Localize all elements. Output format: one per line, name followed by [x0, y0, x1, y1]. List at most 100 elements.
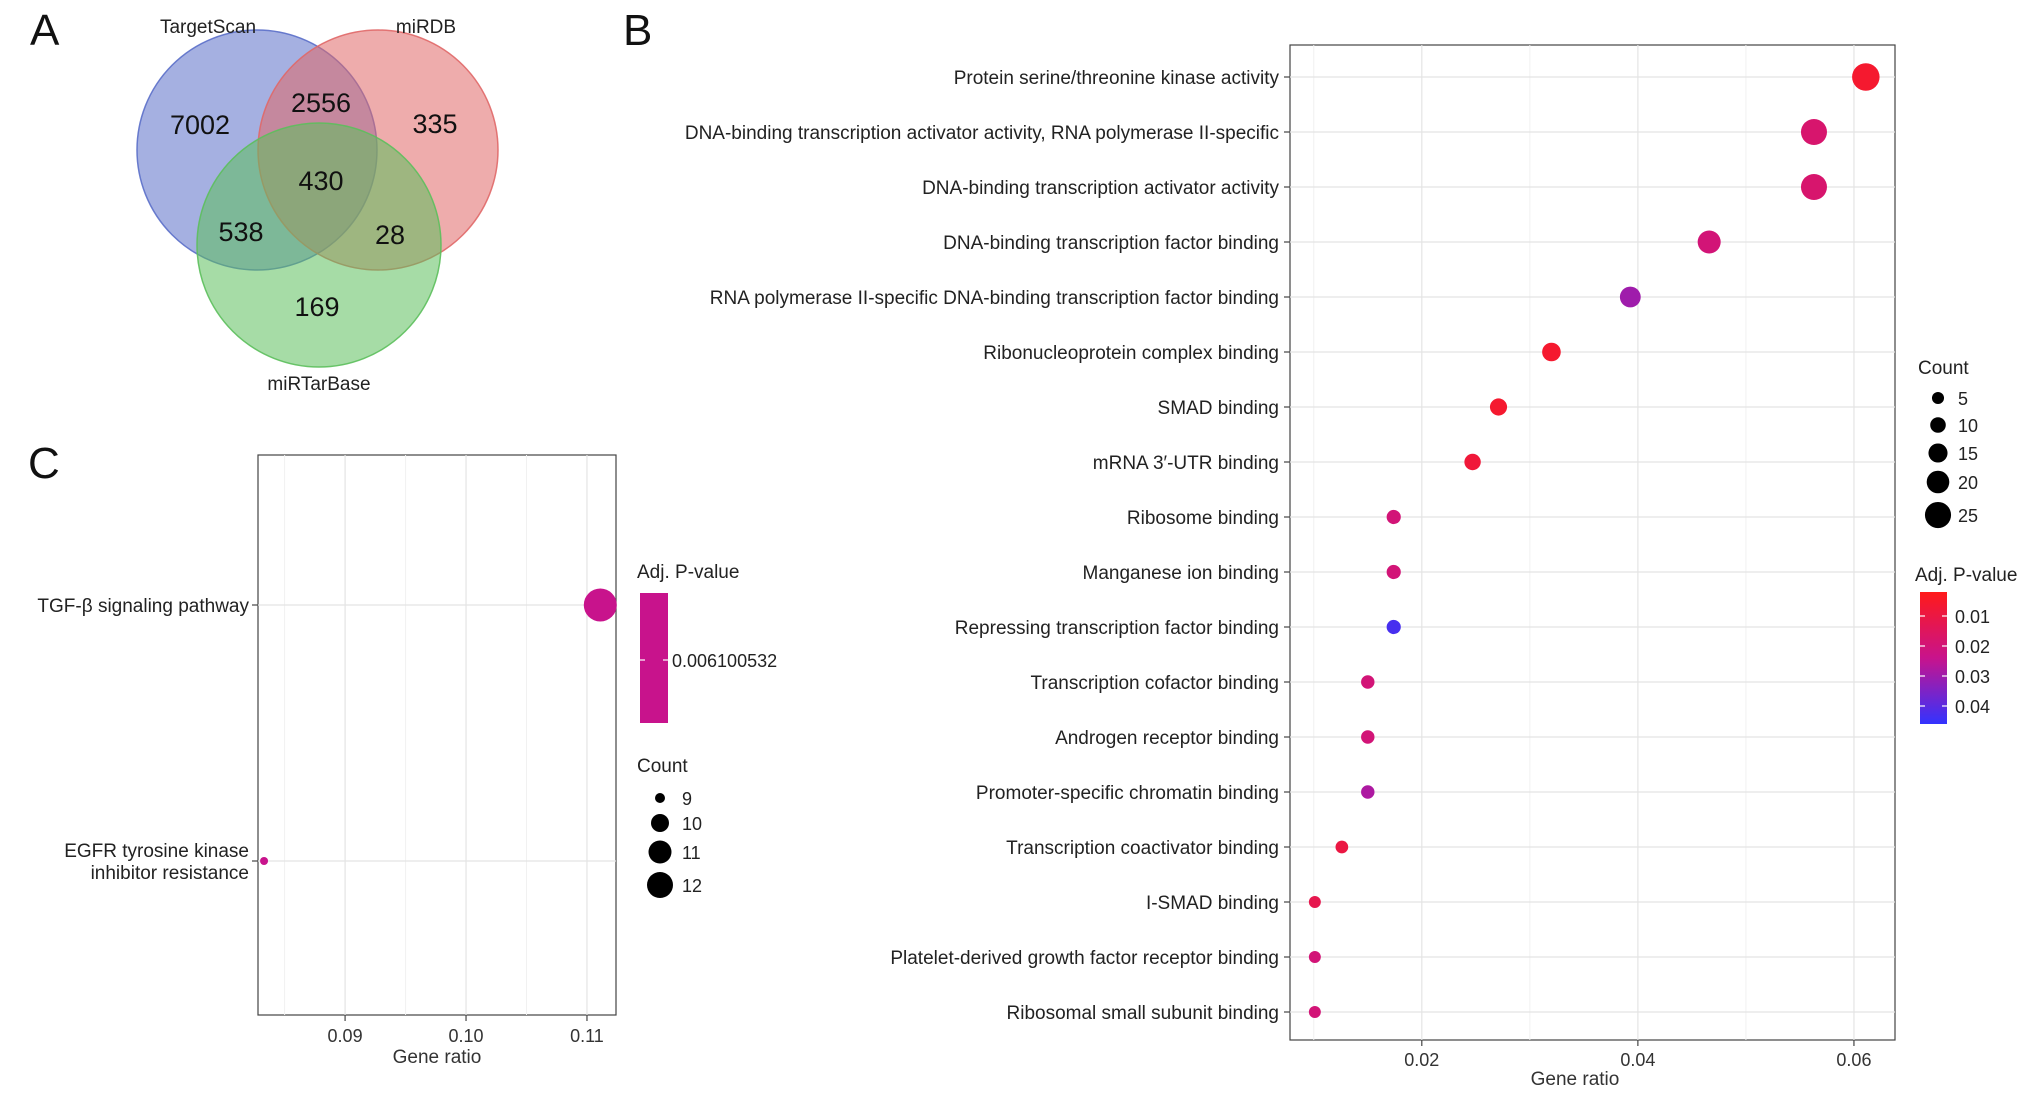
panel-c-color-swatch: [640, 593, 668, 723]
panel-a-letter: A: [30, 6, 60, 55]
category-label: Platelet-derived growth factor receptor …: [890, 948, 1279, 969]
x-tick-label: 0.06: [1836, 1050, 1871, 1070]
category-label: I-SMAD binding: [1146, 893, 1279, 914]
color-tick-label: 0.02: [1955, 637, 1990, 657]
category-label: DNA-binding transcription factor binding: [943, 233, 1279, 254]
data-point: [1308, 1006, 1321, 1018]
category-label: Promoter-specific chromatin binding: [976, 783, 1279, 804]
category-label: mRNA 3′-UTR binding: [1093, 453, 1279, 474]
color-tick-label: 0.03: [1955, 667, 1990, 687]
panel-a: A TargetScan miRDB miRTarBase 7002 2556 …: [30, 6, 499, 395]
panel-c-color-ticks: 0.006100532: [640, 651, 777, 671]
panel-b-grid: [1290, 45, 1895, 1040]
panel-b-color-ticks: 0.01 0.02 0.03 0.04: [1920, 607, 1990, 717]
category-label: Ribosomal small subunit binding: [1007, 1003, 1279, 1024]
size-legend-dot: [1931, 391, 1945, 405]
category-label: TGF-β signaling pathway: [37, 596, 249, 617]
venn-region-targetscan-mirdb: 2556: [291, 88, 351, 118]
venn-region-targetscan-only: 7002: [170, 110, 230, 140]
size-legend-label: 11: [682, 843, 701, 863]
color-tick-label: 0.01: [1955, 607, 1990, 627]
category-label: Ribonucleoprotein complex binding: [983, 343, 1279, 364]
panel-c-letter: C: [28, 439, 60, 488]
venn-set-label-targetscan: TargetScan: [160, 17, 256, 38]
category-label: Transcription cofactor binding: [1030, 673, 1279, 694]
size-legend-dot: [1926, 470, 1950, 494]
data-point: [1800, 173, 1827, 201]
data-point: [1361, 785, 1375, 799]
panel-b-x-axis-title: Gene ratio: [1531, 1069, 1620, 1090]
size-legend-dot: [1928, 443, 1948, 463]
panel-c-size-legend: 9 10 11 12: [647, 789, 702, 898]
panel-c-color-legend-title: Adj. P-value: [637, 562, 739, 583]
size-legend-dot: [655, 793, 665, 803]
size-legend-dot: [1930, 417, 1946, 433]
data-point: [1386, 509, 1401, 525]
panel-b-color-legend-title: Adj. P-value: [1915, 565, 2017, 586]
panel-b-category-labels: Protein serine/threonine kinase activity…: [685, 68, 1290, 1024]
x-tick-label: 0.02: [1404, 1050, 1439, 1070]
data-point: [1542, 342, 1561, 362]
venn-region-all-three: 430: [298, 166, 343, 196]
size-legend-label: 10: [1958, 416, 1978, 436]
data-point: [1386, 564, 1401, 580]
size-legend-label: 15: [1958, 444, 1978, 464]
data-point: [1800, 118, 1827, 146]
x-tick-label: 0.11: [570, 1026, 604, 1046]
category-label: EGFR tyrosine kinase: [64, 841, 249, 862]
category-label: DNA-binding transcription activator acti…: [685, 123, 1279, 144]
x-tick-label: 0.10: [449, 1026, 484, 1046]
panel-c-plot-area: [257, 454, 617, 1016]
data-point: [1619, 286, 1641, 308]
panel-c-x-axis-title: Gene ratio: [393, 1047, 482, 1068]
panel-c-size-legend-title: Count: [637, 756, 688, 777]
size-legend-label: 12: [682, 876, 702, 896]
data-point: [1464, 453, 1481, 471]
venn-set-label-mirtarbase: miRTarBase: [267, 374, 370, 395]
data-point: [583, 588, 617, 622]
category-label: Repressing transcription factor binding: [955, 618, 1279, 639]
category-label: RNA polymerase II-specific DNA-binding t…: [710, 288, 1279, 309]
size-legend-dot: [647, 872, 673, 898]
data-point: [1489, 398, 1508, 416]
size-legend-label: 10: [682, 814, 702, 834]
category-label: Ribosome binding: [1127, 508, 1279, 529]
venn-circle-mirtarbase: [196, 122, 442, 368]
venn-region-mirdb-only: 335: [412, 109, 457, 139]
panel-b-points: [1308, 63, 1880, 1018]
data-point: [1386, 619, 1401, 635]
size-legend-label: 5: [1958, 389, 1968, 409]
data-point: [1697, 230, 1721, 254]
data-point: [1308, 951, 1321, 963]
panel-b-x-ticks: 0.02 0.04 0.06: [1404, 1040, 1871, 1070]
size-legend-label: 25: [1958, 506, 1978, 526]
data-point: [260, 857, 269, 865]
panel-c: C TGF-β signaling pathway EGFR tyrosine k…: [28, 439, 777, 1068]
panel-c-points: [260, 588, 617, 865]
panel-c-category-labels: TGF-β signaling pathway EGFR tyrosine kin…: [37, 596, 258, 884]
size-legend-label: 20: [1958, 473, 1978, 493]
size-legend-dot: [651, 814, 669, 832]
size-legend-dot: [1924, 501, 1952, 529]
data-point: [1361, 675, 1375, 689]
panel-b-size-legend-title: Count: [1918, 358, 1969, 379]
panel-b: B Protein serine/threonine kinase activi…: [623, 6, 2017, 1090]
data-point: [1852, 63, 1880, 91]
panel-c-x-ticks: 0.09 0.10 0.11: [328, 1015, 604, 1046]
venn-region-mirtarbase-only: 169: [294, 292, 339, 322]
category-label: SMAD binding: [1158, 398, 1279, 419]
data-point: [1308, 896, 1321, 908]
size-legend-dot: [648, 840, 672, 864]
category-label: Transcription coactivator binding: [1006, 838, 1279, 859]
category-label: DNA-binding transcription activator acti…: [922, 178, 1279, 199]
panel-b-color-bar: [1920, 592, 1947, 724]
size-legend-label: 9: [682, 789, 692, 809]
panel-b-letter: B: [623, 6, 652, 55]
venn-set-label-mirdb: miRDB: [396, 17, 456, 38]
color-tick-label: 0.006100532: [672, 651, 777, 671]
category-label: inhibitor resistance: [91, 863, 249, 884]
venn-region-mirdb-mirtarbase: 28: [375, 220, 405, 250]
panel-b-size-legend: 5 10 15 20 25: [1924, 389, 1978, 529]
panel-b-plot-area: [1289, 44, 1896, 1041]
